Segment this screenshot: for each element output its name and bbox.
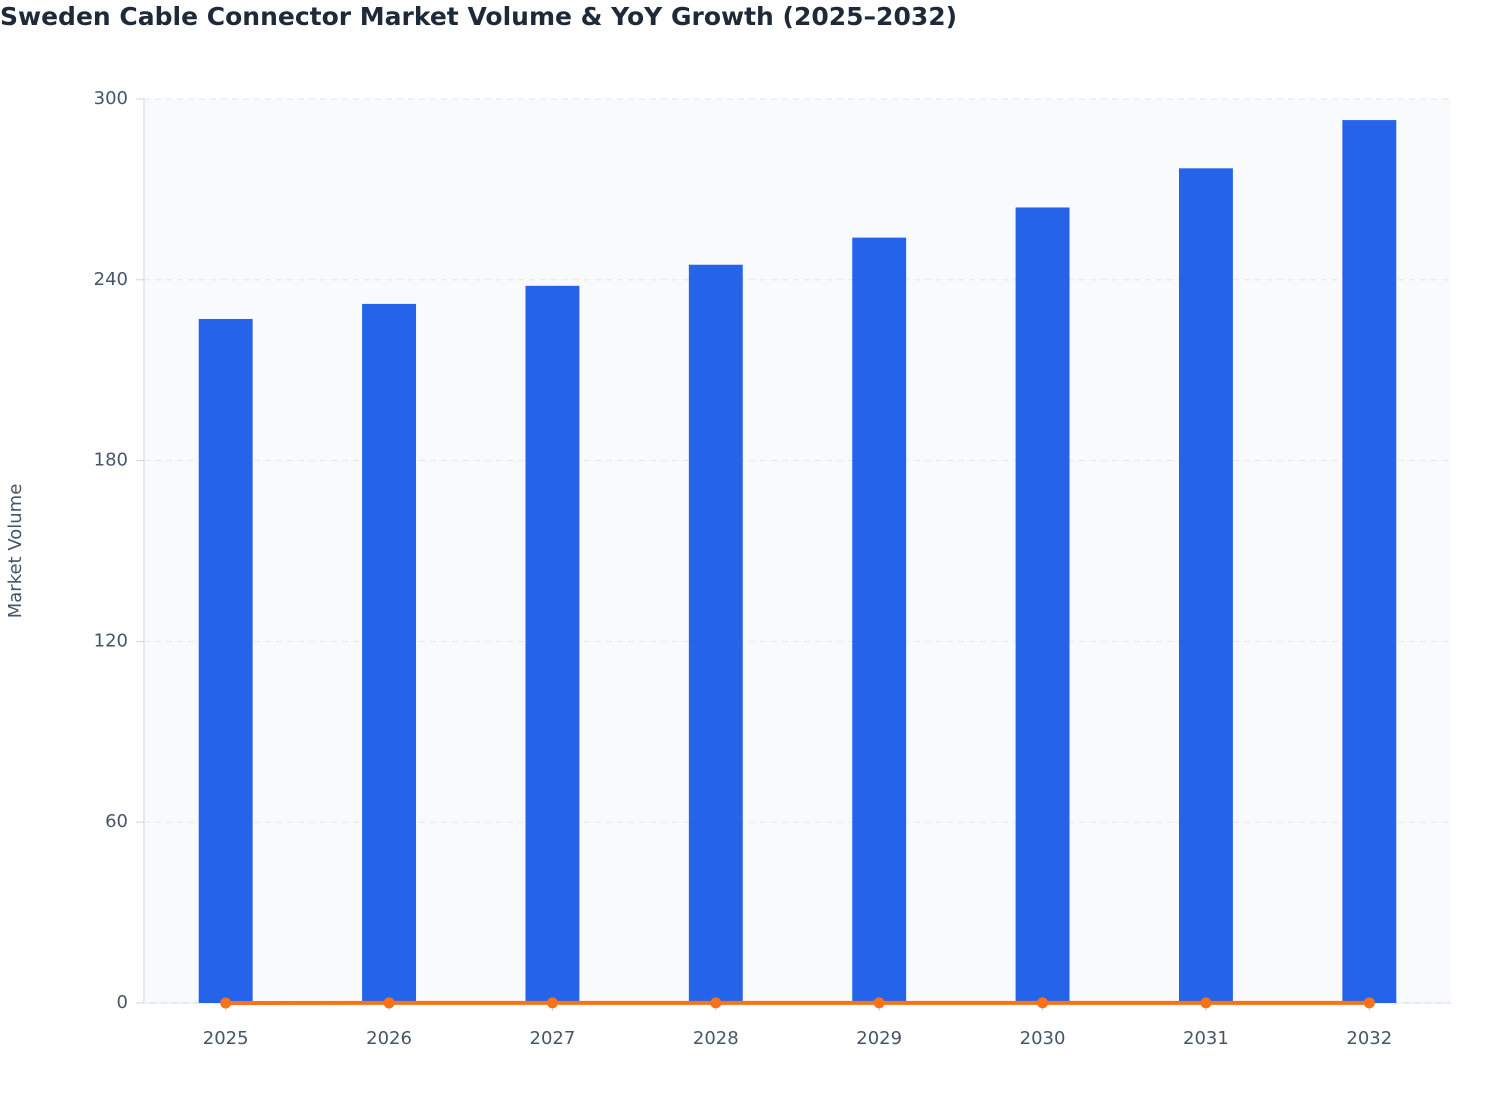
y-tick-label: 240: [94, 269, 128, 290]
bar: [1178, 168, 1233, 1004]
x-tick-label: 2029: [856, 1028, 902, 1049]
line-point: [1200, 997, 1212, 1009]
bar: [688, 264, 743, 1003]
x-tick-label: 2026: [366, 1028, 412, 1049]
line-point: [383, 997, 395, 1009]
bar: [852, 237, 907, 1003]
line-point: [710, 997, 722, 1009]
line-point: [220, 997, 232, 1009]
y-tick-label: 180: [94, 450, 128, 471]
bar: [1015, 207, 1070, 1004]
x-tick-label: 2028: [693, 1028, 739, 1049]
bar: [1342, 120, 1397, 1004]
line-point: [1037, 997, 1049, 1009]
x-tick-label: 2025: [203, 1028, 249, 1049]
y-tick-label: 0: [117, 992, 128, 1013]
bar: [362, 303, 417, 1003]
x-tick-label: 2030: [1020, 1028, 1066, 1049]
bar: [525, 285, 580, 1003]
x-tick-label: 2032: [1346, 1028, 1392, 1049]
line-point: [1363, 997, 1375, 1009]
y-tick-label: 60: [105, 811, 128, 832]
x-tick-label: 2031: [1183, 1028, 1229, 1049]
plot-area: [144, 99, 1451, 1003]
y-axis-title: Market Volume: [5, 484, 26, 619]
bar: [198, 318, 253, 1003]
line-point: [546, 997, 558, 1009]
line-point: [873, 997, 885, 1009]
y-tick-label: 120: [94, 630, 128, 651]
chart-title: Sweden Cable Connector Market Volume & Y…: [0, 2, 957, 31]
x-tick-label: 2027: [530, 1028, 576, 1049]
y-tick-label: 300: [94, 88, 128, 109]
